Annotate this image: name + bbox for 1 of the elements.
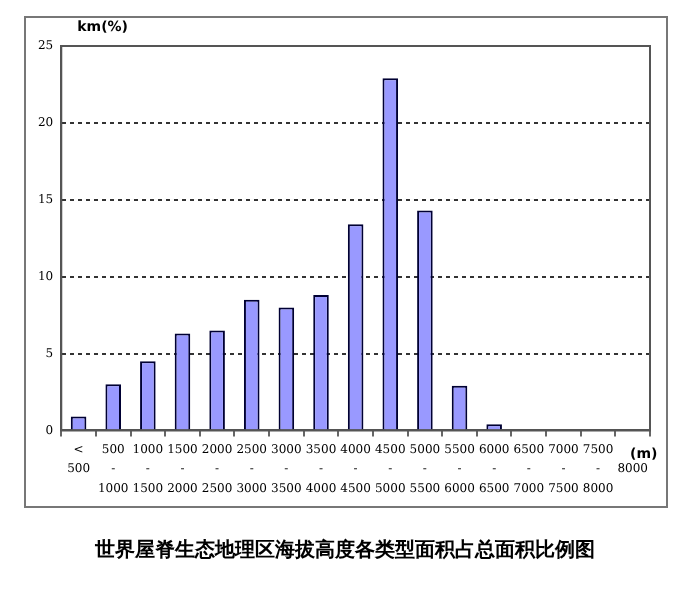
text: 世界屋脊生态地理区海拔高度各类型面积占总面积比例图	[93, 536, 597, 564]
